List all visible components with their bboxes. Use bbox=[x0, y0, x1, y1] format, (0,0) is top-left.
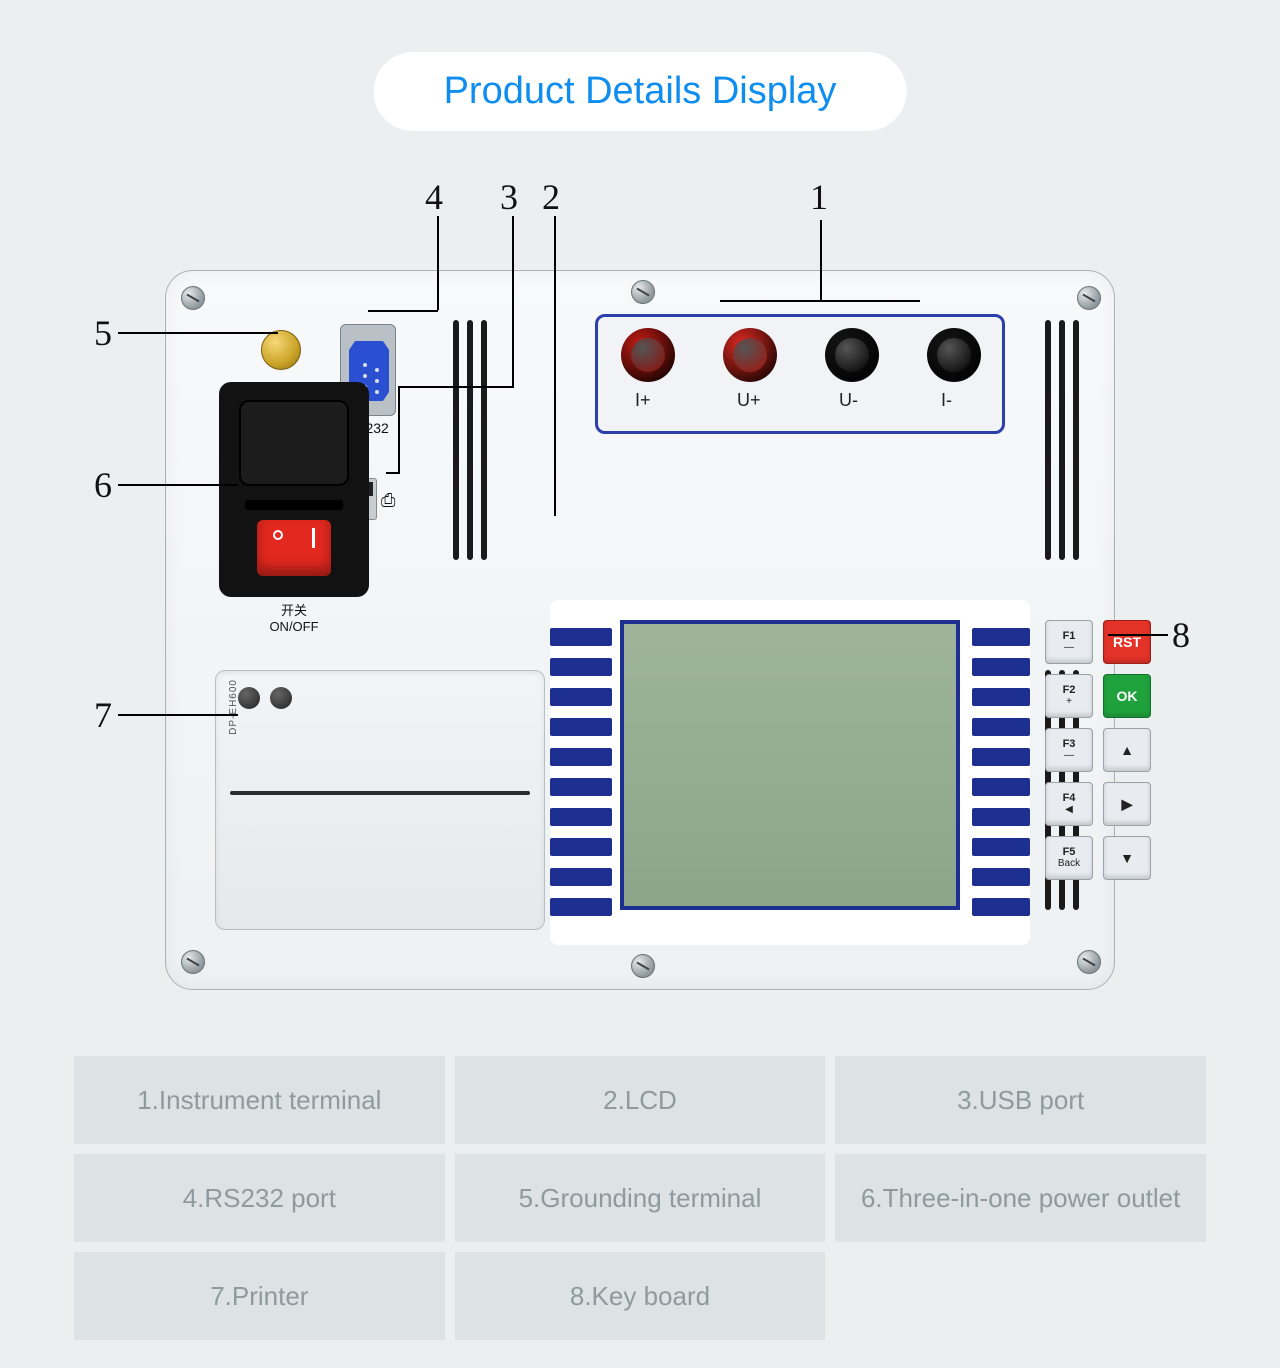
key-f2[interactable]: F2+ bbox=[1045, 674, 1093, 718]
callout-2: 2 bbox=[542, 176, 560, 218]
callout-8: 8 bbox=[1172, 614, 1190, 656]
leader-line bbox=[386, 472, 400, 474]
leader-line bbox=[118, 332, 278, 334]
device-panel: I+U+U-I- RS232 ⎙ 开关ON/OFF DP-EH600 F1—RS… bbox=[165, 270, 1115, 990]
terminal-post bbox=[825, 328, 879, 382]
leader-line bbox=[398, 386, 514, 388]
leader-line bbox=[720, 300, 920, 302]
leader-line bbox=[437, 216, 439, 310]
terminal-post bbox=[723, 328, 777, 382]
legend-cell: 4.RS232 port bbox=[74, 1154, 445, 1242]
power-label: 开关ON/OFF bbox=[219, 600, 369, 634]
keypad: F1—RSTF2+OKF3—▲F4◀▶F5Back▼ bbox=[1045, 620, 1151, 890]
screw bbox=[1077, 286, 1101, 310]
legend-cell: 7.Printer bbox=[74, 1252, 445, 1340]
key-f3[interactable]: F3— bbox=[1045, 728, 1093, 772]
lcd-screen bbox=[620, 620, 960, 910]
leader-line bbox=[820, 220, 822, 300]
iec-inlet bbox=[239, 400, 349, 486]
key-f4[interactable]: F4◀ bbox=[1045, 782, 1093, 826]
leader-line bbox=[118, 484, 238, 486]
callout-4: 4 bbox=[425, 176, 443, 218]
lcd-assembly bbox=[550, 600, 1030, 945]
printer-buttons[interactable] bbox=[238, 687, 292, 709]
power-module bbox=[219, 382, 369, 597]
leader-line bbox=[554, 216, 556, 516]
callout-3: 3 bbox=[500, 176, 518, 218]
legend-cell: 3.USB port bbox=[835, 1056, 1206, 1144]
terminal-label: U- bbox=[839, 390, 858, 411]
legend-table: 1.Instrument terminal2.LCD3.USB port 4.RS… bbox=[74, 1056, 1206, 1340]
callout-1: 1 bbox=[810, 176, 828, 218]
callout-5: 5 bbox=[94, 312, 112, 354]
leader-line bbox=[1108, 634, 1168, 636]
key-▼[interactable]: ▼ bbox=[1103, 836, 1151, 880]
key-▲[interactable]: ▲ bbox=[1103, 728, 1151, 772]
page-title: Product Details Display bbox=[374, 52, 907, 131]
fuse-slot bbox=[245, 500, 343, 510]
leader-line bbox=[368, 310, 438, 312]
key-f5[interactable]: F5Back bbox=[1045, 836, 1093, 880]
screw bbox=[181, 286, 205, 310]
terminal-label: I- bbox=[941, 390, 952, 411]
legend-cell: 2.LCD bbox=[455, 1056, 826, 1144]
legend-cell: 8.Key board bbox=[455, 1252, 826, 1340]
printer: DP-EH600 bbox=[215, 670, 545, 930]
leader-line bbox=[118, 714, 238, 716]
key-rst[interactable]: RST bbox=[1103, 620, 1151, 664]
key-▶[interactable]: ▶ bbox=[1103, 782, 1151, 826]
terminal-label: U+ bbox=[737, 390, 761, 411]
leader-line bbox=[512, 216, 514, 386]
vent-slots bbox=[1045, 320, 1079, 560]
screw bbox=[1077, 950, 1101, 974]
legend-cell: 1.Instrument terminal bbox=[74, 1056, 445, 1144]
screw bbox=[631, 280, 655, 304]
callout-6: 6 bbox=[94, 464, 112, 506]
terminal-post bbox=[927, 328, 981, 382]
grounding-terminal bbox=[261, 330, 301, 370]
power-switch[interactable] bbox=[257, 520, 331, 576]
terminal-post bbox=[621, 328, 675, 382]
vent-slots bbox=[453, 320, 487, 560]
screw bbox=[631, 954, 655, 978]
screw bbox=[181, 950, 205, 974]
key-ok[interactable]: OK bbox=[1103, 674, 1151, 718]
printer-slot bbox=[230, 791, 530, 795]
leader-line bbox=[398, 386, 400, 472]
usb-icon: ⎙ bbox=[381, 490, 395, 511]
terminal-label: I+ bbox=[635, 390, 651, 411]
key-f1[interactable]: F1— bbox=[1045, 620, 1093, 664]
legend-cell: 5.Grounding terminal bbox=[455, 1154, 826, 1242]
legend-cell: 6.Three-in-one power outlet bbox=[835, 1154, 1206, 1242]
callout-7: 7 bbox=[94, 694, 112, 736]
